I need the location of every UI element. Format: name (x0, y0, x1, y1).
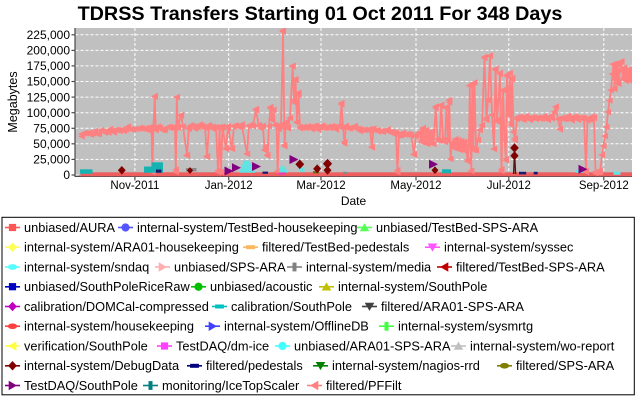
svg-text:Sep-2012: Sep-2012 (579, 180, 629, 192)
svg-text:internal-system/SouthPole: internal-system/SouthPole (338, 279, 487, 294)
svg-text:internal-system/nagios-rrd: internal-system/nagios-rrd (332, 358, 480, 373)
svg-text:filtered/pedestals: filtered/pedestals (206, 358, 303, 373)
svg-text:monitoring/IceTopScaler: monitoring/IceTopScaler (162, 378, 300, 393)
svg-text:75,000: 75,000 (33, 122, 70, 136)
svg-text:internal-system/DebugData: internal-system/DebugData (24, 358, 180, 373)
svg-text:unbiased/TestBed-SPS-ARA: unbiased/TestBed-SPS-ARA (376, 220, 539, 235)
svg-text:filtered/ARA01-SPS-ARA: filtered/ARA01-SPS-ARA (381, 299, 524, 314)
svg-text:Jan-2012: Jan-2012 (205, 180, 253, 192)
svg-text:internal-system/OfflineDB: internal-system/OfflineDB (224, 319, 369, 334)
svg-text:100,000: 100,000 (27, 106, 71, 120)
svg-text:unbiased/acoustic: unbiased/acoustic (210, 279, 313, 294)
svg-text:150,000: 150,000 (27, 75, 71, 89)
svg-text:internal-system/sndaq: internal-system/sndaq (24, 259, 149, 274)
svg-text:225,000: 225,000 (27, 28, 71, 42)
svg-text:25,000: 25,000 (33, 153, 70, 167)
svg-text:internal-system/wo-report: internal-system/wo-report (470, 338, 615, 353)
svg-text:internal-system/ARA01-housekee: internal-system/ARA01-housekeeping (24, 240, 239, 255)
svg-text:Nov-2011: Nov-2011 (110, 180, 159, 192)
svg-text:internal-system/housekeeping: internal-system/housekeeping (24, 319, 194, 334)
svg-text:filtered/PFFilt: filtered/PFFilt (326, 378, 402, 393)
svg-text:internal-system/TestBed-housek: internal-system/TestBed-housekeeping (137, 220, 358, 235)
svg-text:Jul-2012: Jul-2012 (487, 180, 531, 192)
svg-text:unbiased/ARA01-SPS-ARA: unbiased/ARA01-SPS-ARA (294, 338, 451, 353)
svg-text:filtered/TestBed-pedestals: filtered/TestBed-pedestals (262, 240, 409, 255)
svg-text:unbiased/SPS-ARA: unbiased/SPS-ARA (174, 259, 286, 274)
svg-text:TestDAQ/dm-ice: TestDAQ/dm-ice (176, 338, 269, 353)
svg-text:calibration/SouthPole: calibration/SouthPole (231, 299, 352, 314)
svg-text:filtered/TestBed-SPS-ARA: filtered/TestBed-SPS-ARA (456, 259, 605, 274)
svg-text:TestDAQ/SouthPole: TestDAQ/SouthPole (24, 378, 138, 393)
svg-text:unbiased/AURA: unbiased/AURA (24, 220, 116, 235)
svg-text:Mar-2012: Mar-2012 (296, 180, 345, 192)
svg-text:Date: Date (341, 194, 367, 208)
svg-text:verification/SouthPole: verification/SouthPole (24, 338, 148, 353)
svg-text:TDRSS Transfers Starting 01 Oc: TDRSS Transfers Starting 01 Oct 2011 For… (78, 3, 563, 25)
svg-text:0: 0 (63, 168, 70, 182)
svg-text:calibration/DOMCal-compressed: calibration/DOMCal-compressed (24, 299, 209, 314)
svg-text:internal-system/sysmrtg: internal-system/sysmrtg (398, 319, 533, 334)
svg-text:50,000: 50,000 (33, 137, 70, 151)
svg-text:175,000: 175,000 (27, 59, 71, 73)
svg-text:filtered/SPS-ARA: filtered/SPS-ARA (516, 358, 615, 373)
svg-text:internal-system/media: internal-system/media (306, 259, 432, 274)
svg-text:May-2012: May-2012 (390, 180, 441, 192)
svg-text:unbiased/SouthPoleRiceRaw: unbiased/SouthPoleRiceRaw (24, 279, 191, 294)
svg-text:125,000: 125,000 (27, 90, 71, 104)
svg-text:200,000: 200,000 (27, 44, 71, 58)
svg-text:internal-system/syssec: internal-system/syssec (444, 240, 574, 255)
svg-text:Megabytes: Megabytes (6, 71, 20, 132)
